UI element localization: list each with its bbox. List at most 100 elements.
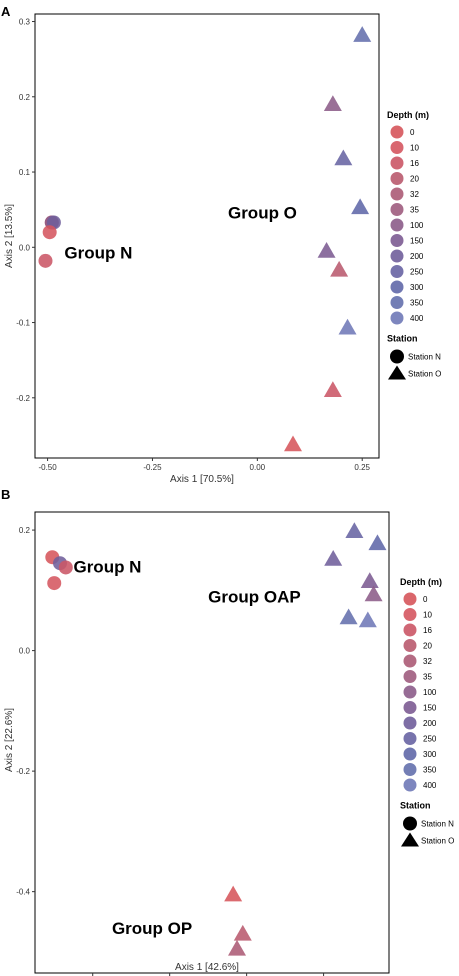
y-axis-label: Axis 2 [22.6%] (4, 708, 15, 772)
legend-depth-label: 0 (423, 595, 428, 604)
legend-depth-swatch (403, 639, 417, 652)
legend-depth-label: 10 (423, 611, 432, 620)
legend-depth-label: 35 (423, 673, 432, 682)
point-triangle (323, 381, 342, 398)
y-axis-label: Axis 2 [13.5%] (4, 204, 15, 268)
y-tick-label: 0.2 (19, 526, 31, 535)
group-annotation: Group N (64, 244, 132, 263)
legend-depth-swatch (390, 296, 404, 309)
legend-depth-swatch (403, 654, 417, 668)
legend-depth-swatch (403, 685, 417, 699)
legend-depth-label: 150 (423, 704, 437, 713)
point-triangle (360, 572, 379, 589)
point-triangle (353, 26, 372, 42)
point-triangle (345, 522, 364, 539)
legend-depth-swatch (390, 249, 404, 263)
panel-letter: B (1, 487, 10, 502)
legend-depth-swatch (390, 218, 404, 232)
legend-depth-label: 100 (410, 221, 424, 230)
y-tick-label: 0.0 (19, 647, 31, 656)
legend-station-swatch (403, 816, 417, 831)
legend-depth-swatch (390, 311, 404, 325)
point-triangle (284, 435, 302, 452)
legend-depth-swatch (390, 141, 404, 154)
legend-depth-swatch (390, 203, 404, 216)
legend-depth-swatch (403, 763, 417, 776)
point-triangle (334, 149, 353, 166)
y-tick-label: -0.1 (16, 319, 30, 328)
legend-depth-label: 32 (410, 190, 419, 199)
y-tick-label: 0.1 (19, 168, 31, 177)
legend-depth-label: 250 (410, 268, 424, 277)
point-triangle (358, 611, 377, 628)
legend-depth-swatch (403, 747, 417, 761)
point-triangle (351, 198, 370, 215)
legend-station-label: Station O (408, 370, 441, 379)
legend-depth-label: 300 (423, 750, 437, 759)
legend-depth-label: 350 (410, 299, 424, 308)
legend-depth-label: 200 (423, 719, 437, 728)
legend-depth-swatch (403, 592, 417, 606)
legend-station-title: Station (387, 334, 418, 344)
legend-depth-label: 32 (423, 657, 432, 666)
y-tick-label: 0.0 (19, 243, 31, 252)
group-annotation: Group N (73, 557, 141, 576)
legend-station-title: Station (400, 801, 431, 811)
legend-depth-swatch (390, 156, 404, 170)
legend-depth-swatch (390, 172, 404, 185)
legend-depth-label: 300 (410, 283, 424, 292)
legend-station-swatch (390, 349, 404, 364)
legend-depth-label: 20 (410, 175, 419, 184)
legend-depth-label: 350 (423, 766, 437, 775)
point-triangle (324, 550, 343, 566)
legend-station-label: Station O (421, 837, 454, 846)
point-circle (58, 560, 73, 575)
legend-depth-label: 10 (410, 144, 419, 153)
legend-depth-label: 35 (410, 206, 419, 215)
point-circle (42, 225, 57, 240)
point-triangle (317, 242, 336, 258)
legend-depth-swatch (390, 265, 404, 278)
plot-frame (34, 13, 380, 459)
point-triangle (233, 924, 252, 941)
legend-depth-label: 16 (410, 159, 419, 168)
point-triangle (228, 939, 247, 956)
point-circle (38, 253, 53, 268)
x-tick-label: -0.25 (143, 463, 162, 472)
legend-station-swatch (401, 832, 419, 847)
legend-depth-swatch (390, 234, 404, 247)
point-circle (47, 576, 62, 591)
legend-station-label: Station N (421, 820, 454, 829)
legend-depth-label: 150 (410, 237, 424, 246)
point-triangle (224, 885, 243, 902)
group-annotation: Group OAP (208, 587, 301, 606)
legend-depth-swatch (390, 187, 404, 201)
legend-depth-label: 16 (423, 626, 432, 635)
legend-depth-swatch (403, 623, 417, 637)
y-tick-label: -0.2 (16, 394, 30, 403)
legend-depth-label: 250 (423, 735, 437, 744)
legend-station-swatch (388, 365, 406, 380)
legend-depth-swatch (390, 280, 404, 294)
x-tick-label: 0.00 (250, 463, 266, 472)
point-triangle (368, 534, 387, 551)
x-axis-label: Axis 1 [42.6%] (175, 962, 239, 973)
legend-depth-swatch (403, 670, 417, 683)
legend-station-label: Station N (408, 353, 441, 362)
legend-depth-swatch (403, 701, 417, 714)
x-axis-label: Axis 1 [70.5%] (170, 474, 234, 485)
legend-depth-title: Depth (m) (387, 110, 429, 120)
plot-frame (34, 511, 390, 974)
legend-depth-swatch (390, 125, 404, 139)
point-triangle (339, 608, 358, 625)
group-annotation: Group OP (112, 919, 192, 938)
legend-depth-title: Depth (m) (400, 577, 442, 587)
group-annotation: Group O (228, 204, 297, 223)
legend-depth-label: 200 (410, 252, 424, 261)
point-triangle (330, 260, 349, 277)
x-tick-label: -0.50 (38, 463, 57, 472)
y-tick-label: -0.2 (16, 767, 30, 776)
panel-letter: A (1, 4, 11, 19)
point-triangle (364, 585, 383, 602)
